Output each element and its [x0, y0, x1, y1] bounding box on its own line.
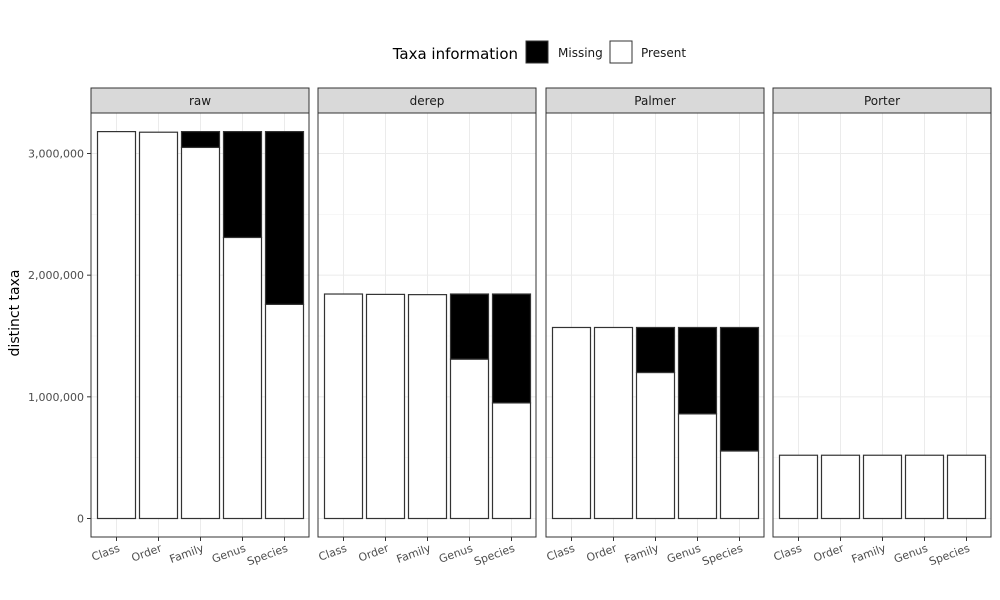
x-tick-label-species: Species — [927, 542, 971, 569]
x-tick-label-family: Family — [623, 541, 661, 565]
bar-present-species — [719, 450, 760, 520]
bar-present-class — [778, 454, 819, 520]
bar-missing-family — [180, 131, 221, 149]
x-tick-label-family: Family — [395, 541, 433, 565]
x-tick-label-class: Class — [772, 542, 804, 564]
bar-present-genus — [222, 236, 263, 520]
x-tick-label-genus: Genus — [210, 542, 248, 566]
strip-label-derep: derep — [410, 94, 445, 108]
bar-present-genus — [677, 413, 718, 520]
x-tick-label-genus: Genus — [437, 542, 475, 566]
bar-missing-species — [491, 293, 532, 404]
bar-missing-species — [719, 326, 760, 452]
bar-missing-genus — [449, 293, 490, 360]
strip-background — [545, 87, 765, 114]
bar-present-family — [862, 454, 903, 520]
strip-background — [317, 87, 537, 114]
strip-background — [90, 87, 310, 114]
bar-present-genus — [449, 358, 490, 520]
bar-present-family — [407, 294, 448, 520]
bar-present-order — [138, 131, 179, 520]
y-axis-title: distinct taxa — [7, 270, 23, 357]
x-tick-label-species: Species — [700, 542, 744, 569]
bar-present-order — [820, 454, 861, 520]
legend-key-missing — [525, 40, 549, 64]
x-tick-label-order: Order — [357, 541, 391, 564]
bar-present-class — [551, 326, 592, 520]
x-tick-label-species: Species — [245, 542, 289, 569]
strip-label-porter: Porter — [864, 94, 900, 108]
bar-present-family — [180, 146, 221, 520]
legend-label-missing: Missing — [558, 46, 603, 60]
y-axis: 0 1,000,000 2,000,000 3,000,000 — [28, 148, 91, 526]
y-tick-label: 0 — [77, 513, 84, 526]
strip-label-palmer: Palmer — [634, 94, 675, 108]
bar-present-species — [264, 303, 305, 520]
bar-present-class — [96, 131, 137, 520]
bar-present-order — [593, 326, 634, 520]
legend-label-present: Present — [641, 46, 686, 60]
bar-present-species — [946, 454, 987, 520]
bar-present-species — [491, 402, 532, 520]
legend-title: Taxa information — [392, 45, 518, 63]
bar-present-genus — [904, 454, 945, 520]
x-tick-label-family: Family — [850, 541, 888, 565]
x-tick-label-genus: Genus — [892, 542, 930, 566]
x-tick-label-order: Order — [585, 541, 619, 564]
bar-present-class — [323, 293, 364, 520]
bar-present-order — [365, 293, 406, 520]
strip-label-raw: raw — [189, 94, 211, 108]
y-tick-label: 3,000,000 — [28, 148, 84, 161]
x-tick-label-family: Family — [168, 541, 206, 565]
bar-missing-genus — [677, 326, 718, 415]
strip-background — [772, 87, 992, 114]
y-tick-label: 1,000,000 — [28, 391, 84, 404]
bar-present-family — [635, 371, 676, 520]
x-tick-label-class: Class — [90, 542, 122, 564]
bar-missing-family — [635, 326, 676, 374]
bar-missing-genus — [222, 131, 263, 239]
y-tick-label: 2,000,000 — [28, 269, 84, 282]
x-tick-label-class: Class — [545, 542, 577, 564]
x-tick-label-order: Order — [812, 541, 846, 564]
legend: Taxa information Missing Present — [392, 40, 686, 64]
bar-missing-species — [264, 131, 305, 305]
x-tick-label-class: Class — [317, 542, 349, 564]
x-tick-label-order: Order — [130, 541, 164, 564]
legend-key-present — [609, 40, 633, 64]
x-tick-label-species: Species — [472, 542, 516, 569]
x-tick-label-genus: Genus — [665, 542, 703, 566]
